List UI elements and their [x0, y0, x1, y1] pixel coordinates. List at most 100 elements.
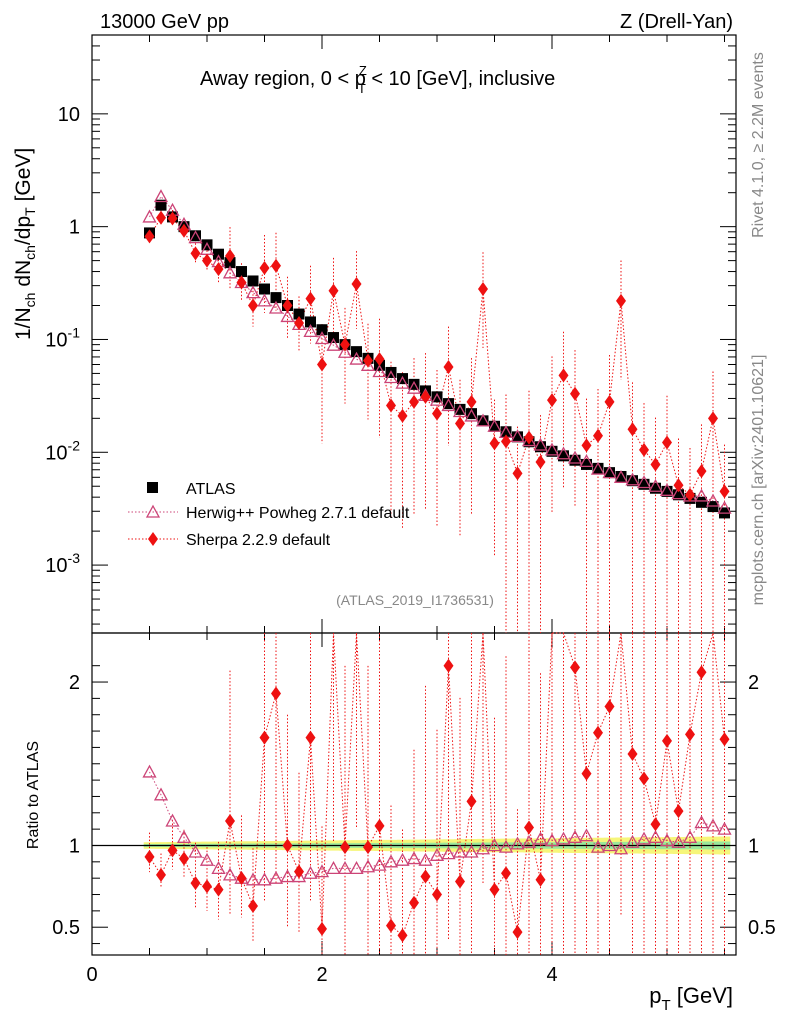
y-tick-label: 10 — [58, 104, 80, 126]
sherpa-point — [328, 283, 339, 298]
herwig-ratio-point — [487, 838, 502, 852]
herwig-ratio-point — [406, 851, 422, 865]
series-layer — [142, 189, 732, 633]
sherpa-ratio-point — [501, 866, 511, 881]
herwig-ratio-point — [625, 834, 640, 848]
header-right: Z (Drell-Yan) — [620, 11, 733, 33]
atlas-point — [696, 496, 707, 508]
sherpa-point — [616, 293, 626, 308]
sherpa-ratio-point — [202, 879, 212, 894]
sherpa-point — [156, 210, 166, 225]
sherpa-point — [294, 315, 304, 330]
sherpa-ratio-point — [443, 658, 454, 673]
sherpa-ratio-point — [420, 869, 431, 884]
herwig-point — [705, 493, 721, 507]
sherpa-point — [466, 394, 477, 409]
sherpa-ratio-point — [593, 725, 603, 740]
herwig-point — [257, 293, 272, 307]
herwig-ratio-point — [280, 869, 295, 883]
herwig-ratio-point — [544, 833, 560, 847]
legend-herwig-marker — [145, 504, 161, 518]
herwig-ratio-point — [636, 831, 652, 845]
atlas-point — [650, 482, 661, 494]
herwig-ratio-point — [717, 821, 732, 835]
legend: ATLAS Herwig++ Powheg 2.7.1 default Sher… — [128, 481, 410, 549]
legend-sherpa-marker — [148, 532, 158, 546]
herwig-point — [337, 344, 353, 358]
sherpa-ratio-point — [627, 746, 638, 761]
atlas-point — [201, 239, 213, 251]
sherpa-ratio-point — [167, 843, 178, 858]
sherpa-point — [708, 411, 718, 426]
herwig-ratio-point — [360, 859, 376, 873]
atlas-point — [270, 292, 282, 304]
header-left: 13000 GeV pp — [100, 11, 229, 33]
sherpa-ratio-point — [696, 665, 707, 680]
ratio-tick-label-right: 0.5 — [748, 917, 776, 939]
sherpa-point — [662, 435, 672, 450]
herwig-ratio-point — [590, 839, 606, 853]
herwig-point — [613, 469, 629, 483]
sherpa-ratio-point — [397, 928, 408, 943]
sherpa-point — [478, 282, 488, 297]
sherpa-point — [558, 368, 569, 383]
ratio-tick-label-left: 2 — [69, 672, 80, 694]
herwig-ratio-point — [142, 764, 157, 778]
sherpa-point — [363, 353, 373, 368]
ratio-tick-label-left: 0.5 — [52, 917, 80, 939]
sherpa-point — [432, 406, 442, 421]
atlas-point — [592, 462, 604, 474]
herwig-point — [142, 209, 157, 223]
sherpa-point — [639, 442, 649, 457]
sherpa-ratio-point — [340, 840, 350, 855]
xlabel-sub: T — [661, 997, 670, 1014]
sherpa-point — [225, 248, 235, 263]
title-sup: Z — [359, 63, 367, 78]
sherpa-point — [547, 393, 557, 408]
sherpa-ratio-point — [374, 818, 385, 833]
sherpa-point — [719, 484, 730, 499]
herwig-point — [648, 478, 663, 492]
sherpa-point — [650, 457, 661, 472]
sherpa-point — [374, 352, 385, 367]
herwig-ratio-point — [602, 838, 617, 852]
herwig-ratio-point — [337, 861, 353, 875]
atlas-point — [443, 398, 454, 410]
sherpa-ratio-point — [386, 918, 396, 933]
sherpa-point — [236, 275, 247, 290]
herwig-point — [406, 380, 422, 394]
herwig-ratio-point — [613, 841, 629, 855]
herwig-point — [372, 364, 387, 378]
sherpa-point — [524, 430, 534, 445]
atlas-point — [316, 324, 328, 336]
ratio-plot-frame — [91, 632, 737, 956]
ratio-y-axis-label: Ratio to ATLAS — [25, 741, 42, 849]
sherpa-ratio-point — [144, 849, 155, 864]
sherpa-ratio-point — [524, 820, 534, 835]
herwig-point — [659, 482, 675, 496]
sherpa-point — [386, 398, 396, 413]
herwig-ratio-point — [153, 787, 169, 801]
sherpa-ratio-point — [662, 733, 672, 748]
sherpa-point — [317, 357, 327, 372]
sherpa-point — [455, 416, 465, 431]
atlas-point — [604, 467, 615, 479]
x-axis-label: pT [GeV] — [649, 983, 733, 1014]
x-tick-label: 2 — [316, 964, 327, 986]
sherpa-point — [271, 258, 281, 273]
sherpa-point — [593, 428, 603, 443]
atlas-point — [512, 431, 523, 443]
herwig-point — [441, 398, 456, 412]
herwig-ratio-point — [372, 857, 387, 871]
atlas-point — [247, 275, 259, 287]
sherpa-ratio-point — [179, 851, 189, 866]
atlas-point — [431, 391, 443, 403]
sherpa-point — [248, 298, 258, 313]
herwig-ratio-point — [165, 813, 180, 827]
atlas-point — [351, 346, 362, 358]
herwig-ratio-point — [510, 836, 525, 850]
atlas-point — [569, 454, 581, 466]
herwig-ratio-point — [694, 815, 709, 829]
herwig-point — [268, 300, 284, 314]
